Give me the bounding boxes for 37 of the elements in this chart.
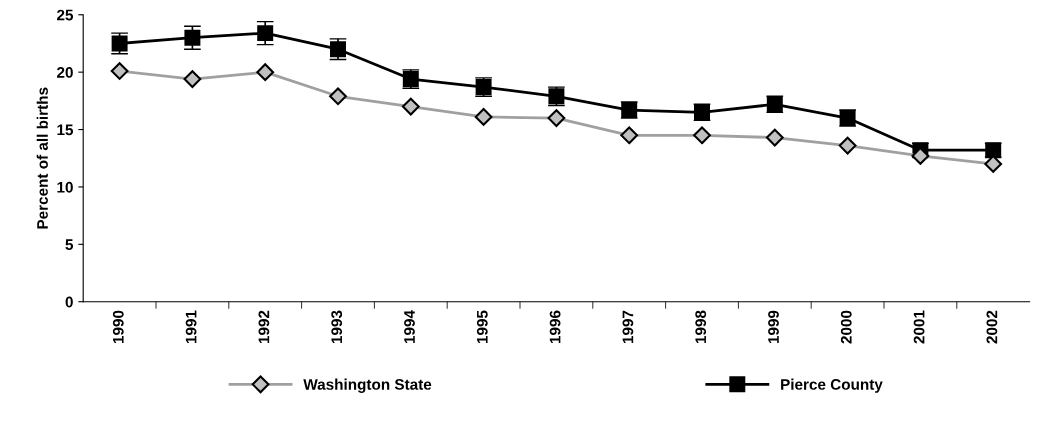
x-tick-label: 1991 (185, 310, 197, 344)
x-tick-label: 1994 (404, 310, 415, 344)
x-tick-label: 1997 (622, 310, 634, 344)
point (765, 128, 784, 147)
x-tick-label: 1995 (476, 310, 488, 344)
y-tick-label: 20 (57, 67, 73, 78)
point (547, 109, 566, 127)
x-tick-label: 1998 (695, 310, 707, 344)
point (183, 70, 202, 88)
x-tick-label: 1990 (112, 310, 124, 344)
point (401, 97, 420, 116)
x-tick-label: 2001 (913, 310, 925, 344)
legend-label: Washington State (303, 378, 432, 393)
y-tick-label: 5 (65, 239, 74, 251)
point (838, 136, 857, 155)
y-tick-label: 0 (65, 296, 73, 308)
y-tick-label: 25 (57, 9, 74, 21)
x-tick-label: 2002 (986, 310, 998, 344)
y-tick-label: 10 (57, 181, 73, 193)
x-tick-label: 1992 (258, 310, 270, 344)
x-tick-label: 1993 (331, 310, 343, 344)
point (984, 155, 1003, 173)
x-tick-label: 1996 (549, 310, 561, 344)
point (620, 126, 639, 145)
point (474, 108, 493, 126)
x-tick-label: 1999 (768, 310, 779, 344)
point (256, 63, 275, 82)
y-tick-label: 15 (57, 124, 74, 136)
point (257, 25, 274, 42)
x-tick-label: 2000 (840, 310, 852, 344)
y-axis-title: Percent of all births (36, 87, 48, 229)
point (184, 29, 201, 46)
point (110, 62, 129, 80)
legend-label: Pierce County (781, 378, 883, 393)
point (329, 87, 347, 106)
point (911, 147, 930, 165)
point (693, 126, 711, 145)
